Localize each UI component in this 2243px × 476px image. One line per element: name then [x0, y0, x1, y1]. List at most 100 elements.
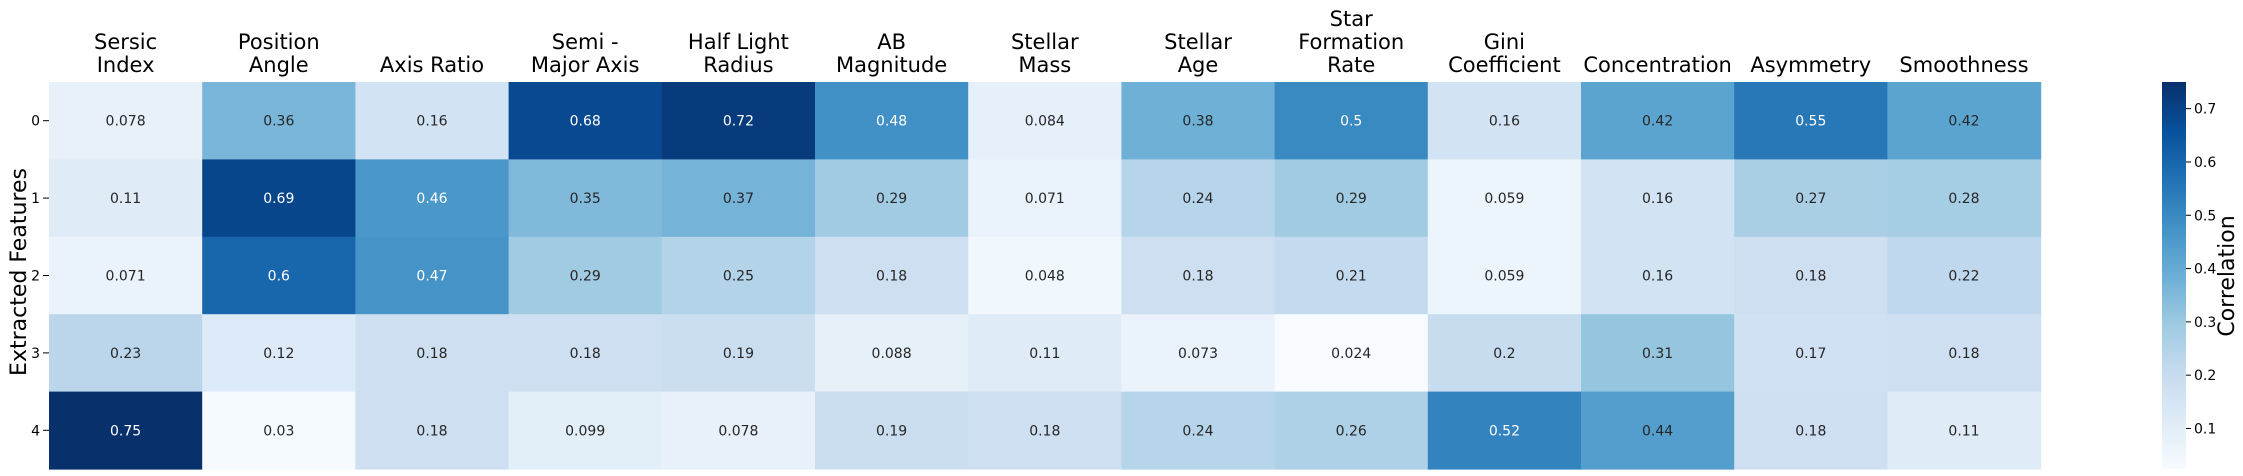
column-label: Stellar: [1164, 30, 1232, 54]
cell-value-label: 0.69: [263, 191, 294, 207]
column-label: Smoothness: [1899, 53, 2028, 77]
heatmap-cell: [508, 236, 663, 315]
heatmap-cell: [661, 236, 816, 315]
cell-value-label: 0.071: [1025, 191, 1065, 207]
heatmap-cell: [49, 314, 203, 393]
row-label: 1: [31, 191, 40, 207]
heatmap-cell: [1581, 314, 1735, 393]
column-label: Formation: [1298, 30, 1404, 54]
cell-value-label: 0.29: [570, 269, 601, 285]
heatmap-cell: [1581, 82, 1735, 160]
cell-value-label: 0.68: [570, 114, 601, 130]
heatmap-cell: [1121, 314, 1276, 393]
row-label: 3: [31, 346, 40, 362]
cell-value-label: 0.48: [876, 114, 907, 130]
colorbar-tick-label: 0.5: [2194, 208, 2216, 224]
heatmap-cell: [1427, 236, 1582, 315]
cell-value-label: 0.55: [1795, 114, 1826, 130]
column-label: Semi -: [552, 30, 619, 54]
heatmap-cell: [661, 391, 816, 470]
heatmap-cell: [815, 82, 969, 160]
cell-value-label: 0.23: [110, 346, 141, 362]
heatmap-cell: [355, 159, 510, 238]
colorbar-tick-label: 0.1: [2194, 421, 2216, 437]
column-label: Sersic: [94, 30, 157, 54]
heatmap-cell: [815, 391, 969, 470]
cell-value-label: 0.18: [1948, 346, 1979, 362]
cell-value-label: 0.18: [876, 269, 907, 285]
cell-value-label: 0.44: [1642, 423, 1673, 439]
heatmap-cell: [1734, 314, 1888, 393]
column-label: Radius: [703, 53, 773, 77]
heatmap-cell: [1274, 314, 1429, 393]
heatmap-cell: [1887, 236, 2042, 315]
cell-value-label: 0.17: [1795, 346, 1826, 362]
heatmap-cell: [1887, 391, 2042, 470]
cell-value-label: 0.18: [416, 423, 447, 439]
cell-value-label: 0.078: [106, 114, 146, 130]
cell-value-label: 0.36: [263, 114, 294, 130]
row-labels: 0 1 2 3 4: [31, 114, 49, 439]
cell-value-label: 0.18: [1029, 423, 1060, 439]
column-label: Magnitude: [836, 53, 947, 77]
heatmap-cell: [1581, 236, 1735, 315]
column-label: Axis Ratio: [380, 53, 484, 77]
cell-value-label: 0.078: [718, 423, 758, 439]
cell-value-label: 0.22: [1948, 269, 1979, 285]
cell-value-label: 0.18: [416, 346, 447, 362]
heatmap-cell: [1734, 159, 1888, 238]
heatmap-cell: [1274, 236, 1429, 315]
cell-value-label: 0.16: [1642, 191, 1673, 207]
colorbar-gradient: [2162, 82, 2186, 469]
cell-value-label: 0.11: [1029, 346, 1060, 362]
cell-value-label: 0.088: [872, 346, 912, 362]
heatmap-cell: [1274, 82, 1429, 160]
heatmap-cell: [815, 236, 969, 315]
cell-value-label: 0.12: [263, 346, 294, 362]
cell-value-label: 0.72: [723, 114, 754, 130]
cell-value-label: 0.27: [1795, 191, 1826, 207]
column-label: Coefficient: [1448, 53, 1561, 77]
heatmap-cell: [49, 391, 203, 470]
cell-value-label: 0.073: [1178, 346, 1218, 362]
cell-value-label: 0.52: [1489, 423, 1520, 439]
row-label: 4: [31, 423, 40, 439]
column-label: Mass: [1018, 53, 1071, 77]
heatmap-cell: [1427, 159, 1582, 238]
heatmap-cell: [202, 391, 356, 470]
cell-value-label: 0.42: [1948, 114, 1979, 130]
column-label: Major Axis: [531, 53, 640, 77]
heatmap-cell: [661, 159, 816, 238]
row-label: 2: [31, 269, 40, 285]
cell-value-label: 0.5: [1340, 114, 1362, 130]
heatmap-cell: [1121, 82, 1276, 160]
cell-value-label: 0.03: [263, 423, 294, 439]
heatmap-cell: [815, 159, 969, 238]
heatmap-cell: [355, 391, 510, 470]
heatmap-cell: [1734, 391, 1888, 470]
cell-value-label: 0.26: [1336, 423, 1367, 439]
cell-value-label: 0.18: [1182, 269, 1213, 285]
heatmap-cell: [202, 159, 356, 238]
cell-value-label: 0.099: [565, 423, 605, 439]
heatmap-cell: [508, 82, 663, 160]
cell-value-label: 0.75: [110, 423, 141, 439]
cell-value-label: 0.084: [1025, 114, 1065, 130]
colorbar-tick-label: 0.6: [2194, 155, 2216, 171]
cell-value-label: 0.059: [1484, 191, 1524, 207]
cell-value-label: 0.18: [1795, 423, 1826, 439]
column-label: Concentration: [1583, 53, 1732, 77]
cell-value-label: 0.24: [1182, 423, 1213, 439]
heatmap-cell: [968, 236, 1122, 315]
cell-value-label: 0.11: [110, 191, 141, 207]
heatmap-cell: [661, 314, 816, 393]
cell-value-label: 0.29: [876, 191, 907, 207]
heatmap-cell: [355, 314, 510, 393]
heatmap-cell: [202, 314, 356, 393]
heatmap-cell: [1887, 314, 2042, 393]
heatmap-cell: [49, 236, 203, 315]
cell-value-label: 0.31: [1642, 346, 1673, 362]
column-label: Position: [238, 30, 320, 54]
column-label: Gini: [1484, 30, 1525, 54]
